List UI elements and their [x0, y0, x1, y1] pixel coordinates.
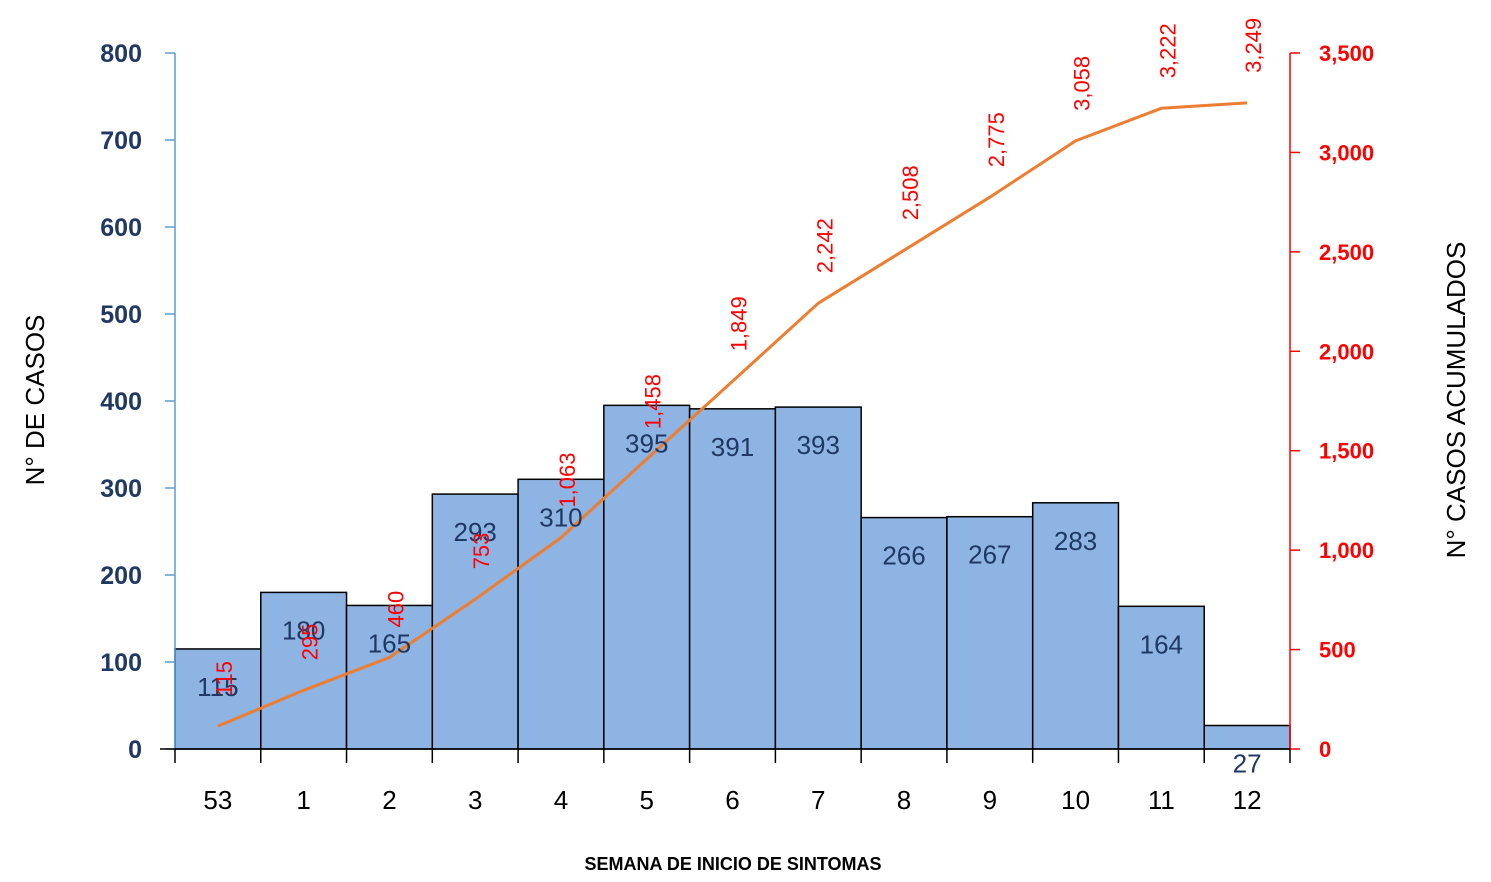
bar-data-label: 27	[1233, 749, 1262, 779]
y-tick-label: 100	[100, 649, 142, 677]
cumulative-line-layer	[217, 101, 1248, 728]
bar	[774, 406, 862, 750]
bar	[603, 404, 691, 750]
y-tick-label: 600	[100, 214, 142, 242]
x-tick-label: 5	[639, 785, 653, 815]
cumulative-data-label: 3,058	[1070, 56, 1095, 111]
cumulative-data-label: 753	[469, 533, 494, 570]
bars-layer	[174, 404, 1291, 750]
y2-axis-title: N° CASOS ACUMULADOS	[1441, 242, 1471, 559]
bar	[1117, 605, 1205, 750]
bar-data-label: 267	[968, 540, 1011, 570]
bar-data-label: 283	[1054, 526, 1097, 556]
x-tick-label: 1	[296, 785, 310, 815]
y-tick-label: 700	[100, 127, 142, 155]
bar	[517, 478, 605, 750]
x-tick-label: 8	[897, 785, 911, 815]
cumulative-data-label: 2,775	[984, 112, 1009, 167]
y2-tick-label: 500	[1319, 638, 1356, 663]
x-tick-label: 7	[811, 785, 825, 815]
y-tick-label: 400	[100, 388, 142, 416]
y-tick-label: 0	[128, 736, 142, 764]
bar	[1203, 724, 1291, 750]
cumulative-data-label: 2,242	[812, 218, 837, 273]
bar-data-label: 293	[453, 517, 496, 547]
bar	[431, 493, 519, 750]
x-tick-label: 12	[1233, 785, 1262, 815]
y2-tick-label: 3,000	[1319, 140, 1374, 165]
y-axis-title: N° DE CASOS	[20, 315, 50, 486]
y2-tick-label: 1,000	[1319, 538, 1374, 563]
x-tick-label: 4	[554, 785, 568, 815]
bar-data-label: 180	[282, 615, 325, 645]
bar-data-label: 164	[1140, 629, 1183, 659]
bar-data-label: 165	[368, 628, 411, 658]
bar	[260, 591, 348, 750]
cumulative-data-label: 115	[212, 661, 237, 696]
x-tick-label: 9	[983, 785, 997, 815]
x-tick-label: 11	[1148, 785, 1175, 815]
bar-data-label: 393	[797, 430, 840, 460]
x-axis-title: SEMANA DE INICIO DE SINTOMAS	[584, 854, 881, 874]
x-tick-label: 2	[382, 785, 396, 815]
cumulative-data-label: 3,249	[1241, 18, 1266, 73]
cumulative-data-label: 1,063	[555, 453, 580, 508]
bar	[174, 648, 262, 750]
y-tick-label: 500	[100, 301, 142, 329]
x-tick-label: 6	[725, 785, 739, 815]
y-tick-label: 800	[100, 40, 142, 68]
cumulative-data-label: 1,849	[727, 296, 752, 351]
x-tick-label: 53	[203, 785, 232, 815]
bar	[345, 604, 434, 750]
labels-layer: 0 100 200 300 400 500 600 700 800 0 500 1,000 1,500 2…	[100, 18, 1374, 815]
bar-data-label: 115	[197, 672, 238, 702]
y-tick-label: 200	[100, 562, 142, 590]
cumulative-data-label: 2,508	[898, 165, 923, 220]
bar	[946, 515, 1034, 750]
axes-layer	[160, 52, 1300, 763]
bar-data-label: 395	[625, 428, 668, 458]
cumulative-line	[217, 101, 1248, 728]
bar-data-label: 310	[539, 502, 582, 532]
cumulative-data-label: 295	[298, 624, 323, 661]
y-tick-label: 300	[100, 475, 142, 503]
cumulative-data-label: 3,222	[1155, 23, 1180, 78]
cumulative-data-label: 460	[383, 591, 408, 628]
x-tick-label: 3	[468, 785, 482, 815]
y2-tick-label: 0	[1319, 737, 1331, 762]
cumulative-data-label: 1,458	[641, 374, 666, 429]
y2-tick-label: 1,500	[1319, 439, 1374, 464]
bar-data-label: 266	[882, 541, 925, 571]
y2-tick-label: 3,500	[1319, 41, 1374, 66]
y2-tick-label: 2,000	[1319, 339, 1374, 364]
bar-data-label: 391	[711, 432, 754, 462]
x-tick-label: 10	[1061, 785, 1090, 815]
y2-tick-label: 2,500	[1319, 240, 1374, 265]
